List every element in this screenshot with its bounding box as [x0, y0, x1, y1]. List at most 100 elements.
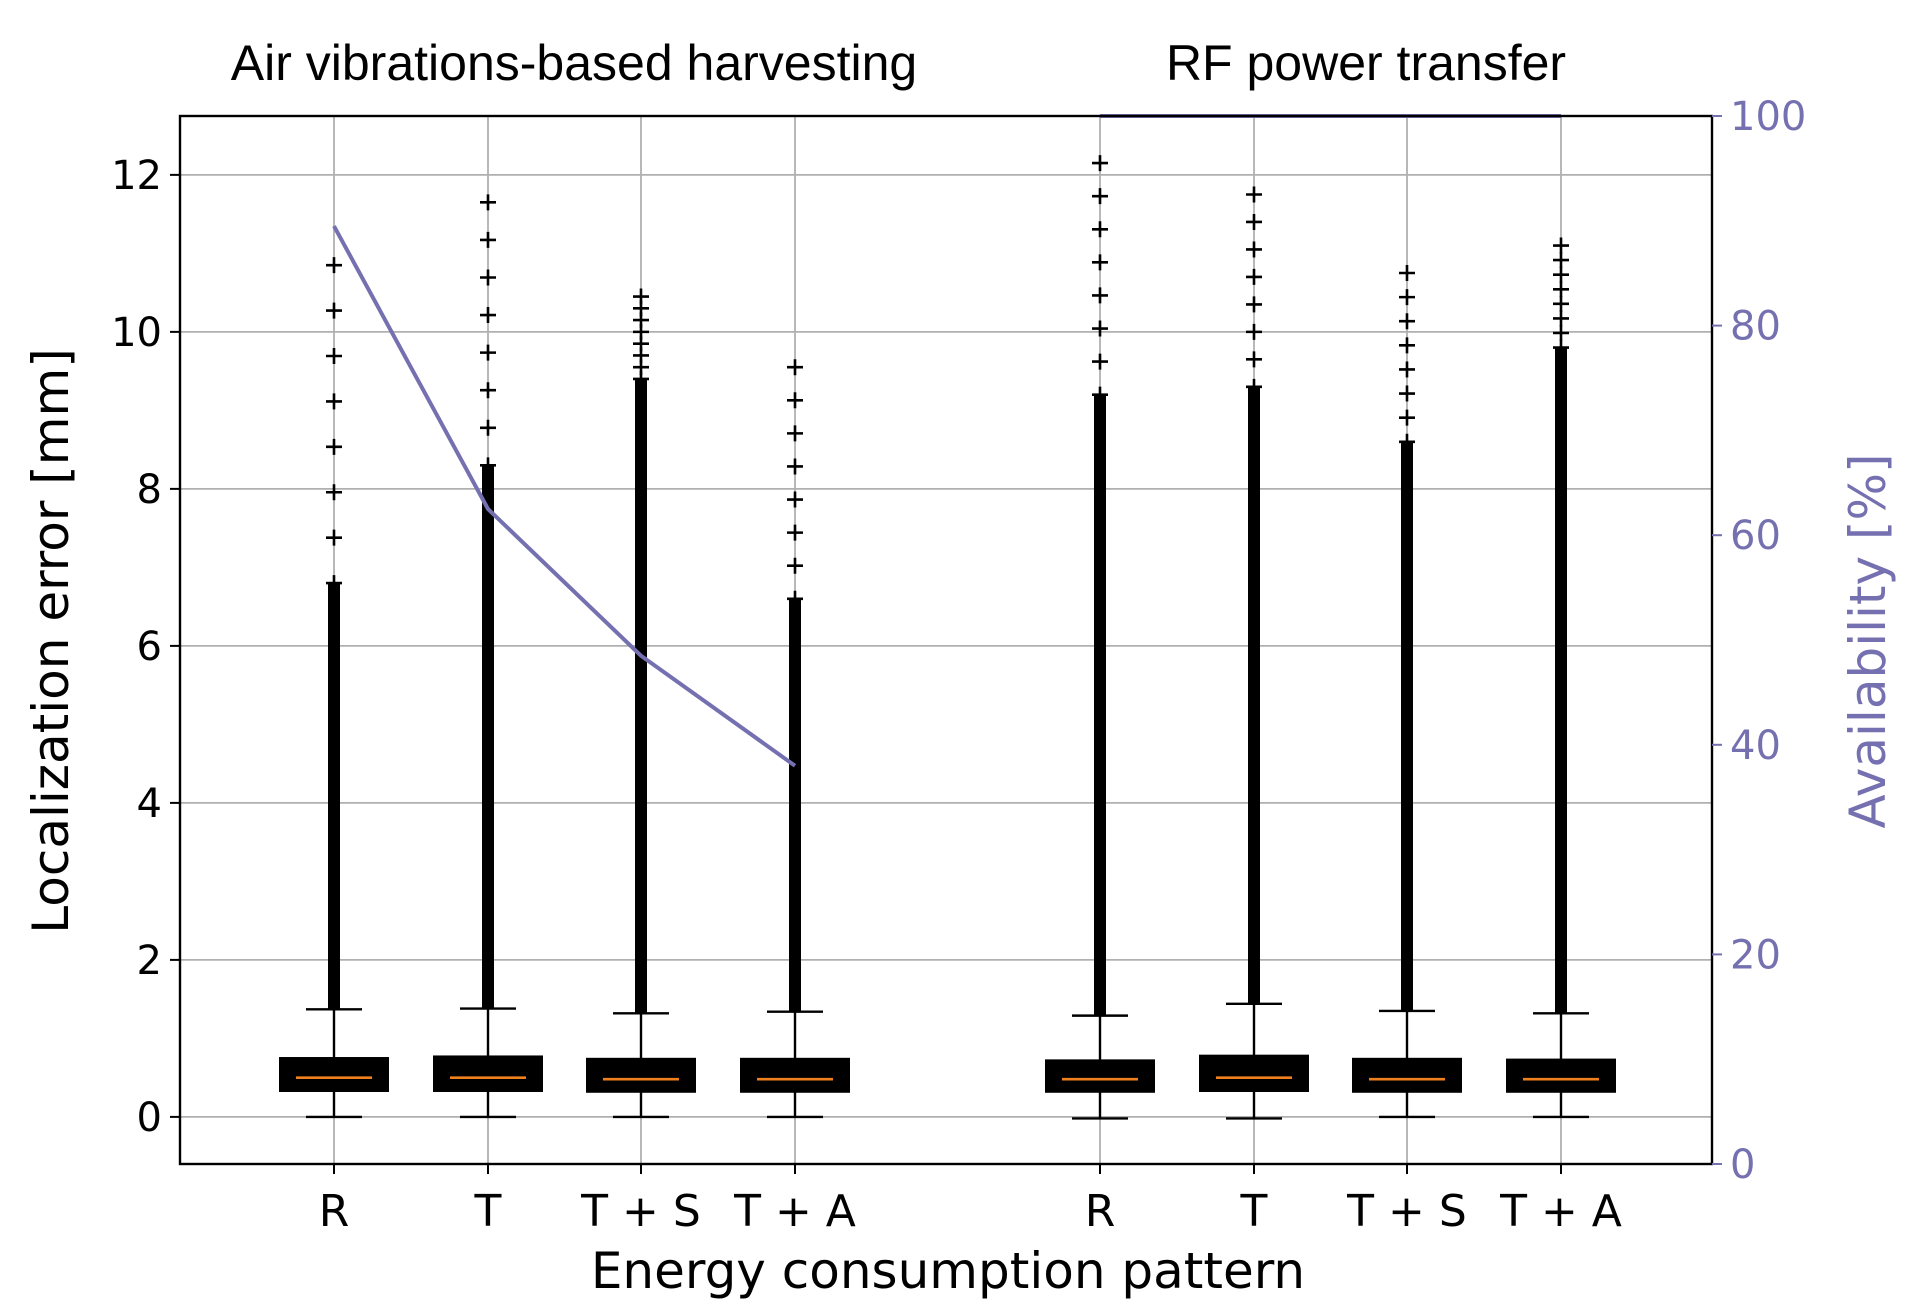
outlier-marker [1092, 254, 1108, 271]
outlier-marker [1246, 268, 1262, 285]
outlier-marker [1092, 287, 1108, 304]
group-title-left: Air vibrations-based harvesting [231, 35, 917, 91]
y-tick-label: 2 [137, 938, 162, 984]
box-series [279, 155, 1616, 1120]
x-tick-label: R [319, 1186, 350, 1237]
y2-tick-label: 60 [1730, 513, 1781, 559]
outlier-marker [326, 257, 342, 274]
outlier-marker [1399, 385, 1415, 402]
outlier-marker [1553, 281, 1569, 298]
outlier-marker [1246, 351, 1262, 368]
outlier-marker [1246, 378, 1262, 395]
outlier-marker [1399, 265, 1415, 282]
outlier-marker [1246, 186, 1262, 203]
outlier-column [1094, 394, 1106, 1016]
x-axis-label: Energy consumption pattern [591, 1242, 1305, 1300]
x-tick-label: T + A [1499, 1186, 1622, 1237]
box-4 [740, 359, 850, 1119]
x-tick-label: T + A [733, 1186, 856, 1237]
y2-axis-label: Availability [%] [1839, 454, 1897, 829]
outlier-marker [480, 269, 496, 286]
outlier-marker [1246, 213, 1262, 230]
outlier-marker [326, 347, 342, 364]
box-8 [1506, 237, 1616, 1119]
outlier-column [1248, 386, 1260, 1004]
outlier-marker [326, 484, 342, 501]
right-axis-ticks: 0 20 40 60 80 100 [1712, 94, 1806, 1188]
y-axis-label: Localization error [mm] [22, 348, 80, 933]
y2-tick-label: 80 [1730, 304, 1781, 350]
outlier-marker [1092, 155, 1108, 172]
x-tick-label: T [474, 1186, 502, 1237]
box-2 [433, 194, 543, 1119]
group-title-right: RF power transfer [1166, 35, 1566, 91]
outlier-marker [1553, 310, 1569, 327]
box-body [586, 1057, 696, 1093]
box-body [1045, 1059, 1155, 1093]
outlier-marker [633, 288, 649, 305]
outlier-marker [1399, 409, 1415, 426]
outlier-marker [326, 575, 342, 592]
box-body [1506, 1058, 1616, 1093]
x-axis-ticks: R T T + S T + A R T T + S T + A [319, 1164, 1622, 1237]
outlier-marker [1399, 289, 1415, 306]
box-body [279, 1057, 389, 1092]
outlier-marker [1553, 237, 1569, 254]
y-tick-label: 6 [137, 624, 162, 670]
outlier-marker [1092, 386, 1108, 403]
outlier-marker [480, 307, 496, 324]
y-tick-label: 12 [111, 153, 162, 199]
plot-frame [178, 114, 1714, 1166]
y2-tick-label: 20 [1730, 932, 1781, 978]
outlier-column [635, 378, 647, 1014]
outlier-marker [1092, 320, 1108, 337]
outlier-column [482, 465, 494, 1009]
box-6 [1199, 186, 1309, 1120]
outlier-marker [787, 590, 803, 607]
outlier-marker [1399, 361, 1415, 378]
availability-series [332, 114, 1561, 768]
y-tick-label: 0 [137, 1095, 162, 1141]
outlier-marker [1553, 266, 1569, 283]
outlier-marker [787, 524, 803, 541]
outlier-marker [787, 557, 803, 574]
outlier-marker [1553, 325, 1569, 342]
y-tick-label: 10 [111, 310, 162, 356]
outlier-marker [326, 302, 342, 319]
x-tick-label: T + S [1346, 1186, 1467, 1237]
outlier-column [328, 583, 340, 1010]
outlier-marker [787, 458, 803, 475]
outlier-marker [1553, 339, 1569, 356]
outlier-marker [1553, 295, 1569, 312]
outlier-marker [1092, 221, 1108, 238]
box-body [1352, 1057, 1462, 1093]
box-1 [279, 257, 389, 1119]
outlier-marker [1246, 296, 1262, 313]
outlier-marker [787, 425, 803, 442]
box-body [1199, 1054, 1309, 1092]
box-body [433, 1055, 543, 1092]
y2-tick-label: 0 [1730, 1142, 1755, 1188]
x-tick-label: T + S [580, 1186, 701, 1237]
outlier-marker [1399, 337, 1415, 354]
x-tick-label: T [1240, 1186, 1268, 1237]
outlier-marker [326, 438, 342, 455]
x-tick-label: R [1085, 1186, 1116, 1237]
outlier-marker [787, 359, 803, 376]
outlier-marker [787, 392, 803, 409]
outlier-column [1401, 441, 1413, 1011]
box-body [740, 1057, 850, 1093]
grid-lines [180, 116, 1712, 1164]
outlier-marker [1399, 433, 1415, 450]
outlier-column [789, 598, 801, 1012]
outlier-marker [326, 393, 342, 410]
y2-tick-label: 100 [1730, 94, 1806, 140]
box-3 [586, 288, 696, 1119]
outlier-marker [480, 344, 496, 361]
outlier-marker [480, 382, 496, 399]
box-7 [1352, 265, 1462, 1119]
y-tick-label: 4 [137, 781, 162, 827]
y-tick-label: 8 [137, 467, 162, 513]
outlier-column [1555, 347, 1567, 1014]
